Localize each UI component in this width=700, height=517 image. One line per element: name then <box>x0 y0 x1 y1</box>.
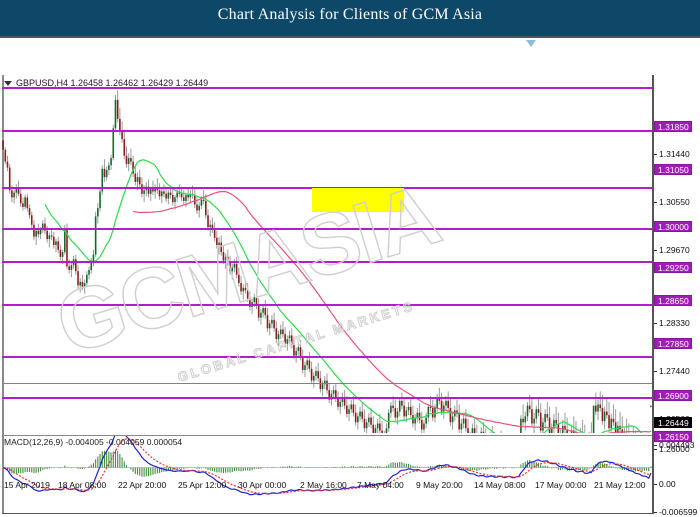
level-line-1.26150 <box>2 397 652 399</box>
price-tick-1.28330: 1.28330 <box>654 319 690 328</box>
time-tick: 2 May 16:00 <box>300 480 347 490</box>
level-label-1.26150[interactable]: 1.26150 <box>654 431 692 442</box>
level-label-1.31050[interactable]: 1.31050 <box>654 164 692 175</box>
symbol-ohlc-text: GBPUSD,H4 1.26458 1.26462 1.26429 1.2644… <box>16 78 209 88</box>
time-tick: 21 May 12:00 <box>594 480 646 490</box>
time-tick: 30 Apr 00:00 <box>238 480 287 490</box>
symbol-info-bar[interactable]: GBPUSD,H4 1.26458 1.26462 1.26429 1.2644… <box>4 77 208 89</box>
current-price-line <box>2 383 652 384</box>
price-plot-area[interactable] <box>2 76 652 433</box>
time-tick: 22 Apr 20:00 <box>118 480 167 490</box>
level-line-1.27850 <box>2 304 652 306</box>
time-axis: 15 Apr 2019 18 Apr 08:00 22 Apr 20:00 25 Ap… <box>0 477 700 497</box>
price-tick-1.26000: 1.26000 <box>654 445 690 454</box>
price-tick-1.30550: 1.30550 <box>654 198 690 207</box>
macd-tick-0.00: 0.00 <box>654 479 676 489</box>
down-arrow-marker-icon <box>526 40 536 47</box>
level-label-1.26900[interactable]: 1.26900 <box>654 390 692 401</box>
level-label-1.30000[interactable]: 1.30000 <box>654 221 692 232</box>
level-line-1.29250 <box>2 228 652 230</box>
macd-tick-0.004493: 0.004493 <box>654 440 694 450</box>
current-price-label: 1.26449 <box>654 417 692 428</box>
macd-indicator-label: MACD(12,26,9) -0.004005 -0.004059 0.0000… <box>4 437 183 447</box>
candlestick-series <box>2 90 652 433</box>
time-tick: 7 May 04:00 <box>357 480 404 490</box>
chevron-down-icon[interactable] <box>4 80 12 86</box>
time-tick: 9 May 20:00 <box>416 480 463 490</box>
header-bar: Chart Analysis for Clients of GCM Asia <box>0 0 700 36</box>
price-tick-1.31440: 1.31440 <box>654 150 690 159</box>
level-label-1.27850[interactable]: 1.27850 <box>654 338 692 349</box>
price-tick-1.29670: 1.29670 <box>654 246 690 255</box>
level-line-1.28650 <box>2 261 652 263</box>
time-tick: 14 May 08:00 <box>474 480 526 490</box>
time-tick: 18 Apr 08:00 <box>58 480 107 490</box>
price-axis[interactable]: 1.314401.305501.301101.296701.287801.283… <box>654 74 700 514</box>
level-line-1.26900 <box>2 356 652 358</box>
macd-panel[interactable] <box>2 435 652 514</box>
macd-tick--0.006599: -0.006599 <box>654 507 697 517</box>
page-title: Chart Analysis for Clients of GCM Asia <box>217 6 483 23</box>
level-line-1.31850 <box>2 87 652 89</box>
yellow-highlight-box <box>312 188 404 212</box>
chart-frame: GBPUSD,H4 1.26458 1.26462 1.26429 1.2644… <box>0 36 700 517</box>
price-axis-line-right <box>652 75 654 513</box>
level-label-1.31850[interactable]: 1.31850 <box>654 121 692 132</box>
price-tick-1.27440: 1.27440 <box>654 367 690 376</box>
time-tick: 15 Apr 2019 <box>4 480 50 490</box>
price-axis-line-left <box>2 75 4 513</box>
macd-series <box>2 436 652 496</box>
time-tick: 17 May 00:00 <box>535 480 587 490</box>
level-label-1.28650[interactable]: 1.28650 <box>654 295 692 306</box>
level-label-1.29250[interactable]: 1.29250 <box>654 262 692 273</box>
level-line-1.31050 <box>2 130 652 132</box>
time-tick: 25 Apr 12:00 <box>178 480 227 490</box>
